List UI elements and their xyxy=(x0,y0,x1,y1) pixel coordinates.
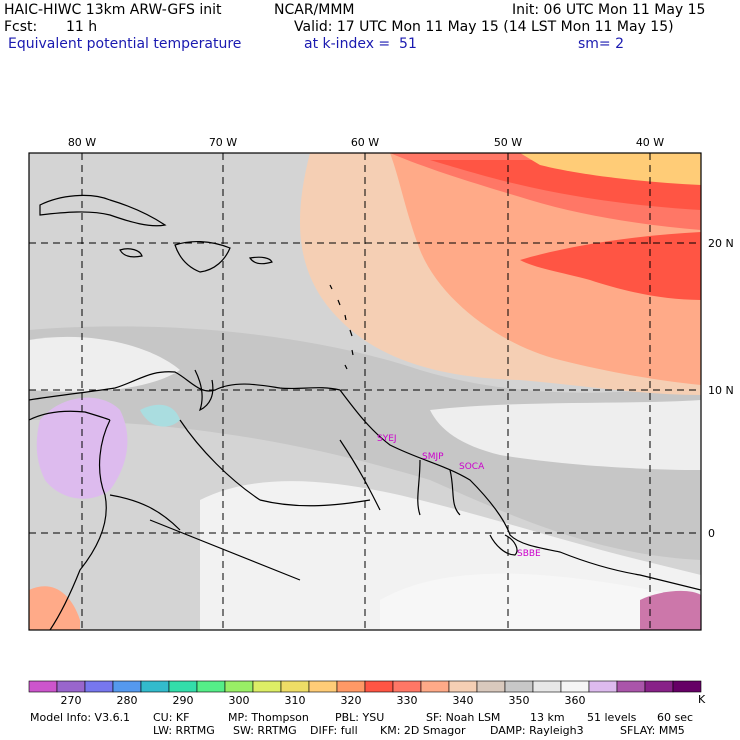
footer-lw: LW: RRTMG xyxy=(153,724,215,737)
colorbar-swatch xyxy=(392,680,422,693)
footer-pbl: PBL: YSU xyxy=(335,711,385,724)
colorbar-swatch xyxy=(84,680,114,693)
colorbar-tick-label: 290 xyxy=(173,694,194,707)
colorbar-swatch xyxy=(252,680,282,693)
colorbar-swatch xyxy=(504,680,534,693)
station-labels: SYEJ SMJP SOCA SBBE xyxy=(377,434,541,559)
footer-resolution: 13 km xyxy=(530,711,565,724)
colorbar-swatch xyxy=(308,680,338,693)
footer-model-info: Model Info: V3.6.1 xyxy=(30,711,131,724)
colorbar-swatch xyxy=(140,680,170,693)
graticule xyxy=(29,153,701,630)
footer-diff: DIFF: full xyxy=(310,724,358,737)
latitude-labels: 20 N 10 N 0 xyxy=(708,237,734,540)
lon-label: 70 W xyxy=(209,136,237,149)
colorbar-tick-label: 350 xyxy=(509,694,530,707)
lon-label: 40 W xyxy=(636,136,664,149)
longitude-labels: 80 W 70 W 60 W 50 W 40 W xyxy=(68,136,664,149)
colorbar-tick-label: 310 xyxy=(285,694,306,707)
station-soca: SOCA xyxy=(459,462,485,472)
colorbar-tick-label: 330 xyxy=(397,694,418,707)
level-index: at k-index = 51 xyxy=(304,36,417,52)
colorbar-swatch xyxy=(448,680,478,693)
colorbar-swatch xyxy=(196,680,226,693)
footer-sw: SW: RRTMG xyxy=(233,724,297,737)
lat-label: 0 xyxy=(708,527,715,540)
footer-sf: SF: Noah LSM xyxy=(426,711,501,724)
valid-time: Valid: 17 UTC Mon 11 May 15 (14 LST Mon … xyxy=(294,19,674,35)
colorbar-swatch xyxy=(588,680,618,693)
colorbar-swatch xyxy=(280,680,310,693)
colorbar-tick-label: 360 xyxy=(565,694,586,707)
footer-damp: DAMP: Rayleigh3 xyxy=(490,724,584,737)
colorbar-tick-label: 340 xyxy=(453,694,474,707)
forecast-label: Fcst: xyxy=(4,19,38,35)
forecast-hours: 11 h xyxy=(66,19,98,35)
colorbar-swatch xyxy=(364,680,394,693)
model-title: HAIC-HIWC 13km ARW-GFS init xyxy=(4,2,222,18)
lat-label: 10 N xyxy=(708,384,734,397)
footer-km: KM: 2D Smagor xyxy=(380,724,466,737)
lon-label: 80 W xyxy=(68,136,96,149)
smoothing-value: sm= 2 xyxy=(578,36,625,52)
colorbar-tick-label: 280 xyxy=(117,694,138,707)
colorbar-swatch xyxy=(336,680,366,693)
footer-sflay: SFLAY: MM5 xyxy=(620,724,685,737)
colorbar-tick-label: 270 xyxy=(61,694,82,707)
station-sbbe: SBBE xyxy=(517,549,541,559)
theta-e-field xyxy=(29,153,701,630)
footer-levels: 51 levels xyxy=(587,711,637,724)
colorbar-labels: 270 280 290 300 310 320 330 340 350 360 xyxy=(61,694,586,707)
colorbar-tick-label: 300 xyxy=(229,694,250,707)
init-time: Init: 06 UTC Mon 11 May 15 xyxy=(512,2,706,18)
lat-label: 20 N xyxy=(708,237,734,250)
map-frame xyxy=(28,152,702,631)
footer-timestep: 60 sec xyxy=(657,711,694,724)
footer-cu: CU: KF xyxy=(153,711,190,724)
colorbar-swatch xyxy=(224,680,254,693)
colorbar-swatch xyxy=(476,680,506,693)
colorbar-swatch xyxy=(644,680,674,693)
station-smjp: SMJP xyxy=(422,452,444,462)
colorbar-tick-label: 320 xyxy=(341,694,362,707)
field-name: Equivalent potential temperature xyxy=(8,36,242,52)
coastlines xyxy=(29,194,701,630)
colorbar-swatch xyxy=(420,680,450,693)
colorbar-swatch xyxy=(560,680,590,693)
colorbar-unit: K xyxy=(698,693,706,706)
colorbar-swatch xyxy=(532,680,562,693)
organization-label: NCAR/MMM xyxy=(274,2,355,18)
colorbar-swatch xyxy=(672,680,702,693)
colorbar-swatch xyxy=(56,680,86,693)
colorbar-swatch xyxy=(28,680,58,693)
lon-label: 50 W xyxy=(494,136,522,149)
colorbar-swatch xyxy=(616,680,646,693)
lon-label: 60 W xyxy=(351,136,379,149)
colorbar-swatch xyxy=(112,680,142,693)
colorbar-swatch xyxy=(168,680,198,693)
station-syej: SYEJ xyxy=(377,434,397,444)
colorbar xyxy=(28,680,702,693)
footer-mp: MP: Thompson xyxy=(228,711,309,724)
